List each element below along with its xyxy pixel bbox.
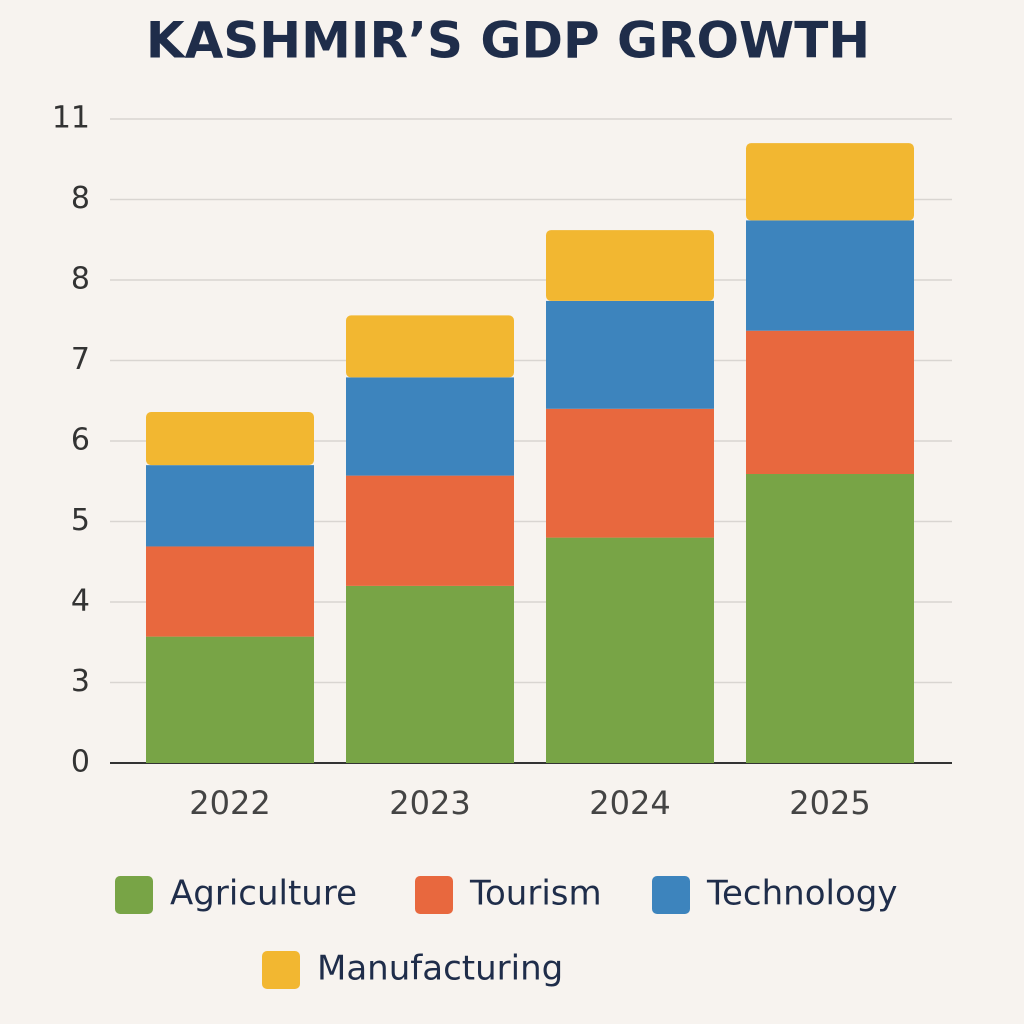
bar-segment	[546, 408, 714, 538]
bar-segment	[546, 230, 714, 301]
y-tick-label: 3	[71, 664, 90, 699]
legend-label: Agriculture	[170, 874, 357, 914]
y-tick-label: 8	[71, 262, 90, 297]
y-tick-label: 6	[71, 423, 90, 458]
bar-segment	[746, 330, 914, 475]
legend-label: Tourism	[469, 874, 602, 914]
bar-segment	[546, 300, 714, 409]
y-tick-label: 0	[71, 745, 90, 780]
y-tick-label: 7	[71, 342, 90, 377]
bar-segment	[146, 636, 314, 763]
x-tick-label: 2024	[589, 784, 670, 822]
legend-swatch	[262, 951, 300, 989]
bar-segment	[346, 475, 514, 586]
legend-swatch	[415, 876, 453, 914]
y-tick-label: 8	[71, 181, 90, 216]
y-tick-label: 11	[52, 101, 90, 136]
legend-label: Technology	[706, 874, 897, 914]
bar-segment	[346, 377, 514, 476]
y-tick-label: 4	[71, 584, 90, 619]
legend-swatch	[115, 876, 153, 914]
legend-swatch	[652, 876, 690, 914]
bar-segment	[146, 546, 314, 637]
y-tick-label: 5	[71, 503, 90, 538]
bar-segment	[546, 537, 714, 763]
chart-title: KASHMIR’S GDP GROWTH	[146, 12, 870, 70]
bar-segment	[146, 412, 314, 466]
bar-segment	[346, 585, 514, 763]
legend-label: Manufacturing	[317, 949, 563, 989]
bar-segment	[146, 465, 314, 547]
bar-segment	[746, 474, 914, 763]
bar-segment	[746, 143, 914, 221]
bar-segment	[746, 220, 914, 331]
bar-segment	[346, 315, 514, 378]
x-tick-label: 2023	[389, 784, 470, 822]
x-tick-label: 2022	[189, 784, 270, 822]
x-tick-label: 2025	[789, 784, 870, 822]
